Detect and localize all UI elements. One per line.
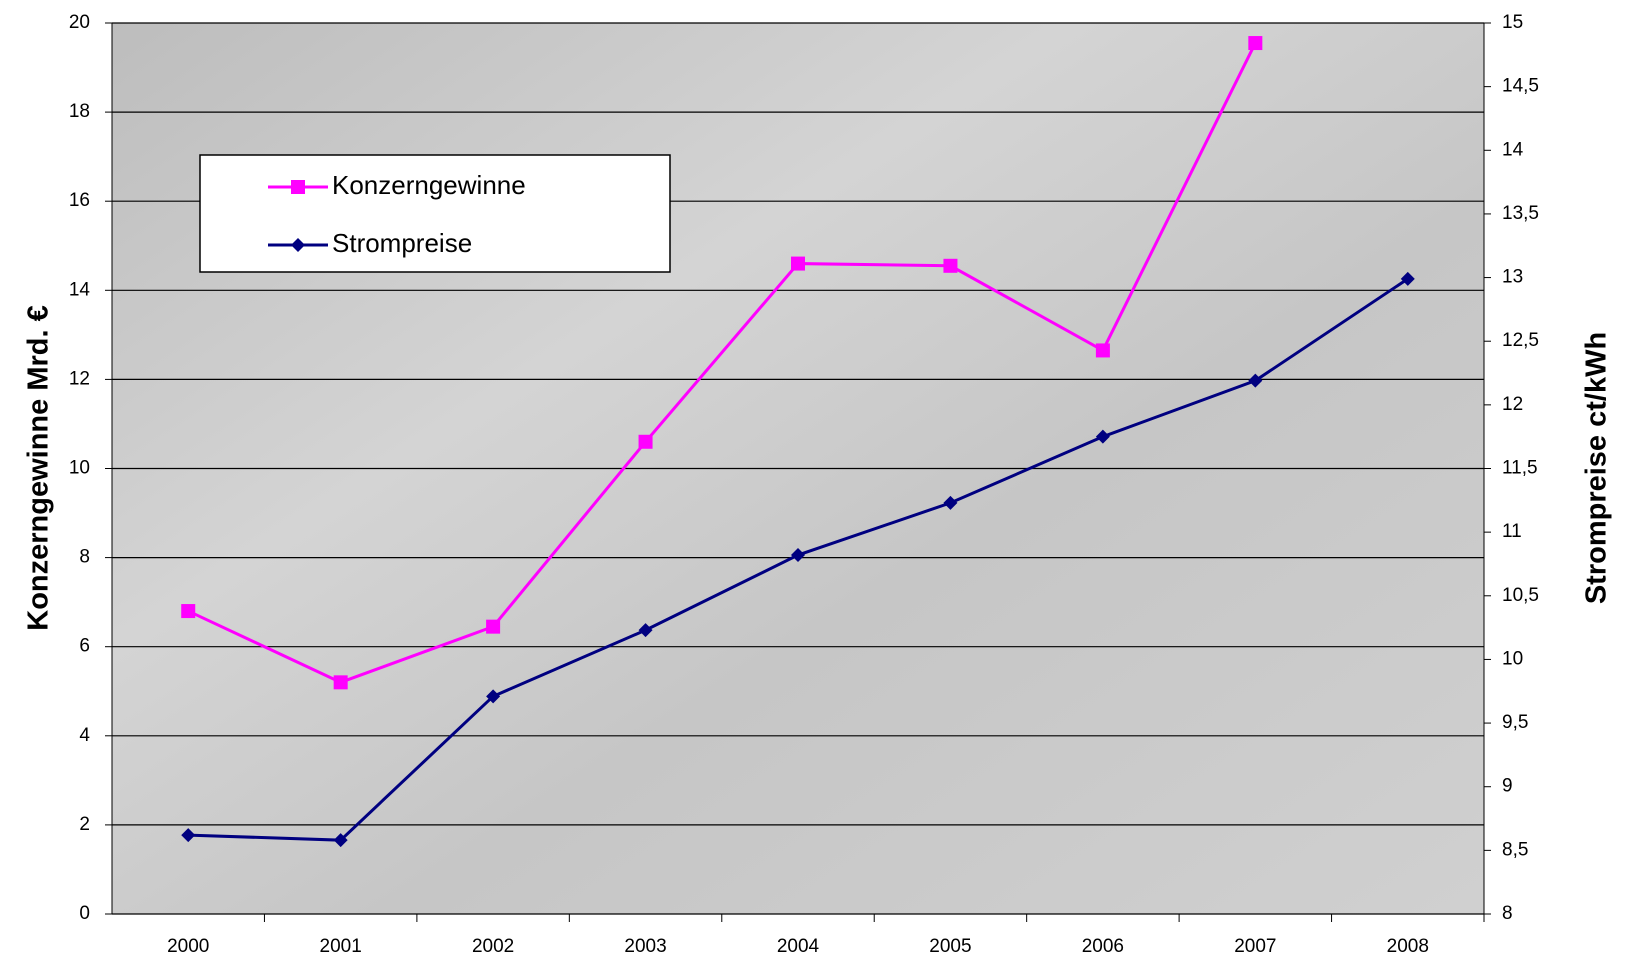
y-tick-label: 20 [69, 12, 90, 33]
data-point [486, 619, 501, 634]
y-tick-label: 18 [69, 101, 90, 122]
y-axis-label: Konzerngewinne Mrd. € [23, 305, 55, 630]
y-tick-label: 0 [79, 903, 90, 924]
legend-label: Konzerngewinne [332, 170, 526, 200]
data-point [333, 675, 348, 690]
y2-tick-label: 14 [1502, 139, 1524, 160]
y2-tick-label: 11,5 [1502, 458, 1538, 479]
x-tick-label: 2006 [1082, 936, 1124, 957]
x-tick-label: 2003 [624, 936, 666, 957]
data-point [791, 256, 805, 271]
data-point [486, 689, 501, 704]
data-point [1248, 36, 1263, 51]
y-tick-label: 4 [79, 725, 90, 746]
data-point [638, 434, 653, 449]
legend-marker [291, 238, 305, 252]
data-point [943, 495, 958, 510]
legend-marker [291, 180, 305, 194]
y2-tick-label: 10 [1502, 648, 1523, 669]
y2-tick-label: 10,5 [1502, 585, 1539, 606]
y2-tick-label: 11 [1502, 521, 1522, 542]
data-point [638, 623, 653, 638]
y2-tick-label: 12 [1502, 394, 1523, 415]
y-tick-label: 8 [79, 547, 90, 568]
y2-tick-label: 9,5 [1502, 712, 1528, 733]
y-tick-label: 10 [69, 458, 90, 479]
data-point [181, 604, 196, 619]
x-tick-label: 2007 [1234, 936, 1276, 957]
series-line [187, 42, 1257, 684]
y2-tick-label: 14,5 [1502, 76, 1539, 97]
data-point [1095, 429, 1110, 444]
x-tick-label: 2004 [777, 936, 820, 957]
data-point [943, 258, 958, 273]
y2-axis-label: Strompreise ct/kWh [1581, 332, 1613, 604]
y-tick-label: 14 [69, 279, 91, 300]
y-tick-label: 2 [79, 814, 90, 835]
y2-tick-label: 9 [1502, 776, 1513, 797]
x-tick-label: 2001 [320, 936, 362, 957]
y2-tick-label: 12,5 [1502, 330, 1539, 351]
x-tick-label: 2002 [472, 936, 514, 957]
y2-tick-label: 13,5 [1502, 203, 1539, 224]
data-point [333, 833, 348, 848]
legend-label: Strompreise [332, 228, 472, 258]
x-tick-label: 2008 [1387, 936, 1429, 957]
data-point [791, 548, 805, 563]
y2-tick-label: 8 [1502, 903, 1513, 924]
data-point [1400, 271, 1415, 286]
legend-box [199, 154, 671, 273]
data-point [1095, 343, 1110, 358]
x-tick-label: 2000 [167, 936, 209, 957]
data-point [1248, 373, 1263, 388]
y2-tick-label: 13 [1502, 267, 1523, 288]
y-tick-label: 16 [69, 190, 90, 211]
y2-tick-label: 15 [1502, 12, 1523, 33]
data-point [181, 828, 196, 843]
y-tick-label: 6 [79, 636, 90, 657]
x-tick-label: 2005 [929, 936, 971, 957]
y2-tick-label: 8,5 [1502, 839, 1528, 860]
y-tick-label: 12 [69, 368, 90, 389]
